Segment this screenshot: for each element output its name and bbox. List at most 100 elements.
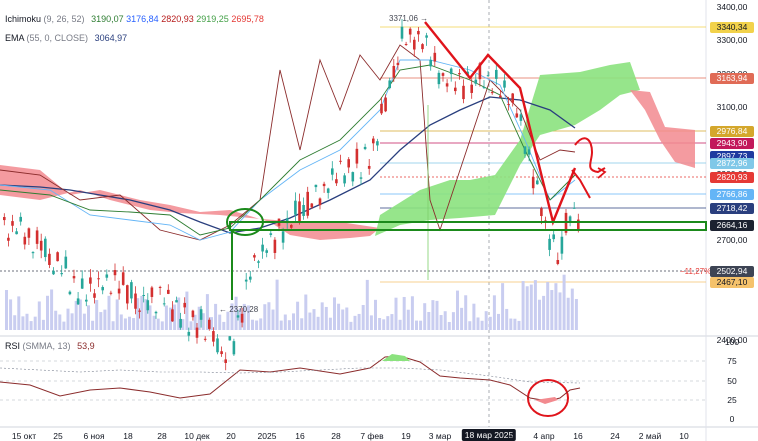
- ema-legend[interactable]: EMA (55, 0, CLOSE) 3064,97: [5, 33, 127, 43]
- volume-bar: [132, 318, 136, 330]
- candle-body: [203, 338, 207, 340]
- ema-name: EMA: [5, 33, 25, 43]
- volume-bar: [308, 312, 312, 330]
- volume-bar: [5, 290, 8, 330]
- price-label: 2718,42: [710, 203, 754, 214]
- candle-body: [568, 216, 572, 222]
- volume-bar: [62, 321, 66, 330]
- candle-body: [220, 351, 223, 355]
- volume-bar: [517, 320, 521, 330]
- price-label: 3163,94: [710, 73, 754, 84]
- price-tick: 3100,00: [716, 101, 748, 112]
- candle-body: [142, 295, 145, 297]
- time-tick: 4 апр: [533, 431, 555, 441]
- candle-body: [85, 299, 88, 302]
- candle-body: [363, 146, 367, 150]
- percent-annotation: −11,27%: [680, 267, 711, 276]
- candle-body: [228, 336, 232, 341]
- time-tick: 10: [679, 431, 689, 441]
- volume-bar: [234, 296, 238, 330]
- ema-params: (55, 0, CLOSE): [26, 33, 89, 43]
- ichimoku-name: Ichimoku: [5, 14, 42, 24]
- volume-bar: [66, 308, 70, 330]
- price-tick: 3300,00: [716, 35, 748, 46]
- candle-body: [343, 175, 346, 184]
- volume-bar: [345, 307, 349, 330]
- indicator-lines: [0, 44, 576, 280]
- candle-body: [3, 217, 6, 221]
- volume-bar: [119, 314, 123, 330]
- ichimoku-legend[interactable]: Ichimoku (9, 26, 52) 3190,07 3176,84 282…: [5, 14, 264, 24]
- volume-bar: [246, 305, 250, 330]
- volume-bar: [103, 309, 107, 330]
- candle-body: [64, 256, 68, 269]
- candle-body: [474, 79, 478, 84]
- rsi-params: (SMMA, 13): [22, 341, 71, 351]
- volume-bar: [341, 309, 345, 330]
- ichimoku-params: (9, 26, 52): [43, 14, 85, 24]
- candle-body: [511, 93, 514, 103]
- volume-bar: [17, 296, 21, 330]
- volume-bar: [82, 313, 86, 330]
- volume-bar: [378, 317, 382, 330]
- time-tick: 19: [401, 431, 411, 441]
- volume-bar: [574, 298, 578, 330]
- candle-body: [52, 270, 55, 275]
- candle-body: [187, 331, 191, 336]
- candle-body: [19, 216, 22, 222]
- volume-bar: [41, 319, 45, 330]
- price-label: 2766,86: [710, 189, 754, 200]
- volume-bar: [115, 299, 119, 330]
- price-label: 3340,34: [710, 22, 754, 33]
- candle-body: [577, 219, 580, 230]
- rsi-legend[interactable]: RSI (SMMA, 13) 53,9: [5, 341, 95, 351]
- candle-body: [306, 191, 309, 216]
- volume-bar: [402, 296, 406, 330]
- volume-bar: [398, 319, 402, 330]
- volume-bar: [468, 321, 472, 330]
- time-tick: 24: [610, 431, 620, 441]
- candle-body: [109, 292, 113, 294]
- volume-bar: [251, 319, 254, 330]
- time-tick: 25: [53, 431, 63, 441]
- candle-body: [527, 149, 531, 155]
- volume-bar: [156, 318, 160, 330]
- candle-body: [216, 338, 219, 353]
- candle-body: [101, 287, 104, 291]
- volume-bar: [410, 296, 414, 330]
- candle-body: [560, 236, 564, 254]
- candle-body: [72, 276, 76, 279]
- candle-body: [519, 114, 523, 121]
- volume-bar: [107, 295, 111, 330]
- volume-bar: [54, 310, 58, 330]
- candle-body: [515, 113, 519, 118]
- red-forecast-arrow-1: [574, 137, 606, 174]
- volume-bar: [292, 313, 295, 330]
- candle-body: [572, 207, 576, 209]
- volume-bar: [222, 321, 226, 330]
- volume-bar: [320, 302, 324, 330]
- volume-bar: [365, 279, 369, 330]
- candle-body: [167, 289, 170, 294]
- volume-bar: [423, 303, 427, 330]
- time-tick: 28: [331, 431, 341, 441]
- volume-bar: [546, 282, 550, 330]
- volume-bar: [439, 315, 443, 330]
- candle-body: [27, 228, 31, 238]
- user-drawings[interactable]: [226, 21, 707, 417]
- volume-bar: [87, 305, 90, 330]
- volume-bar: [148, 305, 152, 330]
- candle-body: [445, 83, 449, 87]
- volume-bar: [169, 307, 172, 330]
- volume-bar: [443, 311, 447, 330]
- volume-bar: [431, 300, 435, 330]
- time-tick: 2025: [257, 431, 277, 441]
- time-tick: 18 мар 2025: [461, 429, 517, 441]
- volume-bar: [492, 295, 496, 330]
- candle-body: [433, 52, 437, 62]
- volume-bar: [554, 283, 558, 330]
- volume-bars: [5, 274, 578, 330]
- time-tick: 6 ноя: [83, 431, 105, 441]
- volume-bar: [456, 290, 459, 330]
